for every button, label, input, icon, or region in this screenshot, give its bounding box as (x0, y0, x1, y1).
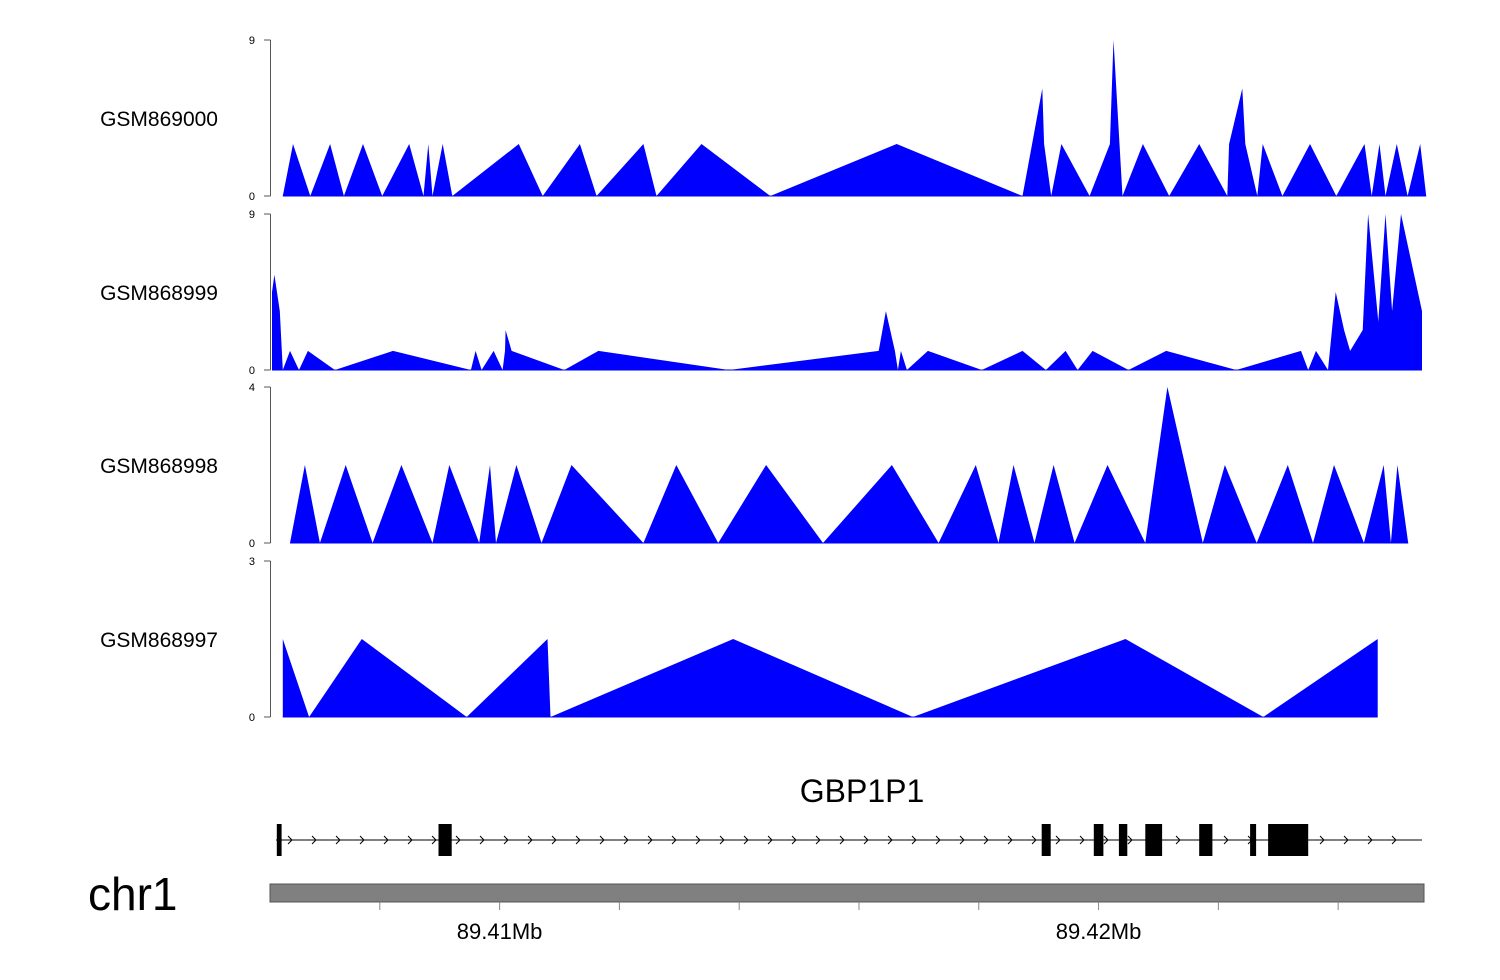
axis-tick-label: 89.41Mb (457, 919, 543, 944)
track-label: GSM868998 (100, 455, 218, 478)
strand-arrow (575, 835, 581, 845)
gene-exon (438, 824, 452, 856)
strand-arrow (1391, 835, 1397, 845)
strand-arrow (503, 835, 509, 845)
gene-exon (1041, 824, 1051, 856)
gene-exon (1268, 824, 1309, 856)
gene-model: GBP1P1 (276, 773, 1422, 856)
strand-arrow (695, 835, 701, 845)
strand-arrow (671, 835, 677, 845)
y-tick-label: 0 (249, 538, 255, 550)
strand-arrow (983, 835, 989, 845)
gene-exon (276, 824, 282, 856)
coverage-area (282, 639, 1378, 717)
track-label: GSM868999 (100, 282, 218, 305)
strand-arrow (431, 835, 437, 845)
coverage-tracks: GSM86900090GSM86899990GSM86899840GSM8689… (100, 35, 1427, 724)
strand-arrow (911, 835, 917, 845)
track-gsm868997: GSM868997 3 0 (100, 556, 1378, 724)
axis-tick-label: 89.42Mb (1056, 919, 1142, 944)
strand-arrow (959, 835, 965, 845)
chromosome-label: chr1 (88, 868, 177, 920)
strand-arrow (455, 835, 461, 845)
strand-arrow (551, 835, 557, 845)
gene-exon (1118, 824, 1128, 856)
strand-arrow (767, 835, 773, 845)
strand-arrow (527, 835, 533, 845)
strand-arrow (1367, 835, 1373, 845)
coverage-area (282, 40, 1427, 196)
strand-arrow (1103, 835, 1109, 845)
strand-arrow (1031, 835, 1037, 845)
strand-arrow (407, 835, 413, 845)
strand-arrow (599, 835, 605, 845)
y-tick-label: 0 (249, 191, 255, 203)
gene-exon (1250, 824, 1257, 856)
track-label: GSM869000 (100, 108, 218, 131)
strand-arrow (935, 835, 941, 845)
strand-arrow (479, 835, 485, 845)
strand-arrow (1007, 835, 1013, 845)
strand-arrow (1175, 835, 1181, 845)
strand-arrow (383, 835, 389, 845)
strand-arrow (287, 835, 293, 845)
y-tick-label: 0 (249, 712, 255, 724)
coverage-area (272, 214, 1422, 370)
gene-exon (1199, 824, 1213, 856)
strand-arrow (839, 835, 845, 845)
strand-arrow (1127, 835, 1133, 845)
strand-arrow (1319, 835, 1325, 845)
track-gsm868998: GSM868998 4 0 (100, 382, 1409, 550)
gene-name-label: GBP1P1 (800, 773, 925, 809)
strand-arrow (623, 835, 629, 845)
gene-exon (1093, 824, 1104, 856)
strand-arrow (1079, 835, 1085, 845)
strand-arrow (311, 835, 317, 845)
coverage-area (290, 387, 1409, 543)
y-tick-label: 4 (249, 382, 255, 394)
strand-arrow (791, 835, 797, 845)
strand-arrow (647, 835, 653, 845)
track-gsm869000: GSM869000 9 0 (100, 35, 1427, 203)
strand-arrow (1223, 835, 1229, 845)
gene-exon (1145, 824, 1163, 856)
strand-arrow (887, 835, 893, 845)
chromosome-axis: chr1 89.41Mb 89.42Mb (88, 868, 1425, 944)
strand-arrow (1055, 835, 1061, 845)
y-tick-label: 3 (249, 556, 255, 568)
strand-arrow (815, 835, 821, 845)
strand-arrow (1343, 835, 1349, 845)
track-label: GSM868997 (100, 629, 218, 652)
strand-arrow (743, 835, 749, 845)
strand-arrow (719, 835, 725, 845)
y-tick-label: 9 (249, 35, 255, 47)
y-tick-label: 0 (249, 365, 255, 377)
strand-arrow (335, 835, 341, 845)
strand-arrow (359, 835, 365, 845)
chromosome-bar (269, 883, 1425, 903)
strand-arrow (863, 835, 869, 845)
y-tick-label: 9 (249, 209, 255, 221)
track-gsm868999: GSM868999 9 0 (100, 209, 1422, 377)
